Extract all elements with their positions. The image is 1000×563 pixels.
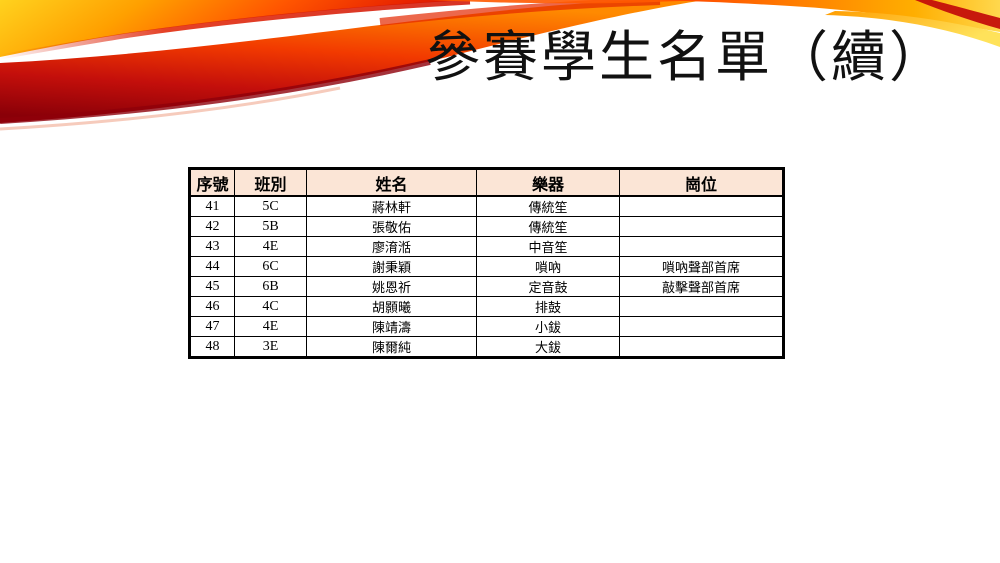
cell-position: 嗩吶聲部首席 (619, 256, 784, 277)
cell-class: 4E (234, 316, 307, 337)
corner-flare-dark-streak (915, 0, 1000, 29)
table-row: 41 5C 蔣林軒 傳統笙 (189, 195, 784, 217)
cell-instrument: 中音笙 (476, 236, 620, 257)
cell-name: 陳爾純 (306, 336, 477, 358)
col-header-class: 班別 (234, 168, 307, 197)
cell-position (619, 296, 784, 317)
cell-class: 6B (234, 276, 307, 297)
student-roster-table: 序號 班別 姓名 樂器 崗位 41 5C 蔣林軒 傳統笙 42 5B 張敬佑 傳… (188, 167, 785, 359)
cell-instrument: 定音鼓 (476, 276, 620, 297)
corner-flare-yellow-ribbon (825, 11, 1000, 47)
cell-class: 4E (234, 236, 307, 257)
cell-instrument: 大鈸 (476, 336, 620, 358)
table-row: 42 5B 張敬佑 傳統笙 (189, 216, 784, 237)
cell-position (619, 236, 784, 257)
table-row: 46 4C 胡顥曦 排鼓 (189, 296, 784, 317)
cell-serial: 48 (189, 336, 235, 358)
cell-instrument: 傳統笙 (476, 216, 620, 237)
cell-name: 謝秉穎 (306, 256, 477, 277)
cell-class: 5C (234, 195, 307, 217)
col-header-name: 姓名 (306, 168, 477, 197)
col-header-serial: 序號 (189, 168, 235, 197)
wave-top-sliver (430, 0, 700, 4)
table-row: 48 3E 陳爾純 大鈸 (189, 336, 784, 358)
slide-title: 參賽學生名單（續） (425, 27, 948, 88)
cell-name: 張敬佑 (306, 216, 477, 237)
table-row: 44 6C 謝秉穎 嗩吶 嗩吶聲部首席 (189, 256, 784, 277)
cell-serial: 45 (189, 276, 235, 297)
wave-ribbon-decoration (0, 0, 1000, 131)
cell-position: 敲擊聲部首席 (619, 276, 784, 297)
cell-class: 4C (234, 296, 307, 317)
cell-serial: 43 (189, 236, 235, 257)
cell-class: 6C (234, 256, 307, 277)
cell-serial: 46 (189, 296, 235, 317)
cell-instrument: 小鈸 (476, 316, 620, 337)
table-row: 47 4E 陳靖濤 小鈸 (189, 316, 784, 337)
cell-instrument: 嗩吶 (476, 256, 620, 277)
cell-position (619, 336, 784, 358)
cell-serial: 41 (189, 195, 235, 217)
cell-serial: 42 (189, 216, 235, 237)
cell-name: 陳靖濤 (306, 316, 477, 337)
wave-main-body (0, 0, 705, 123)
table-header-row: 序號 班別 姓名 樂器 崗位 (189, 168, 784, 197)
cell-position (619, 316, 784, 337)
cell-name: 蔣林軒 (306, 195, 477, 217)
table-row: 45 6B 姚恩祈 定音鼓 敲擊聲部首席 (189, 276, 784, 297)
cell-name: 廖淯湉 (306, 236, 477, 257)
cell-instrument: 排鼓 (476, 296, 620, 317)
cell-instrument: 傳統笙 (476, 195, 620, 217)
table-body: 41 5C 蔣林軒 傳統笙 42 5B 張敬佑 傳統笙 43 4E 廖淯湉 中音… (189, 195, 784, 358)
cell-serial: 47 (189, 316, 235, 337)
wave-upper-band (0, 0, 470, 57)
table-row: 43 4E 廖淯湉 中音笙 (189, 236, 784, 257)
corner-flare-main (655, 0, 1000, 32)
cell-name: 胡顥曦 (306, 296, 477, 317)
cell-serial: 44 (189, 256, 235, 277)
wave-under-shadow (0, 86, 341, 131)
cell-class: 3E (234, 336, 307, 358)
wave-dark-bottom-edge (0, 59, 431, 124)
wave-upper-band-red-edge (0, 0, 471, 60)
cell-position (619, 216, 784, 237)
table-header: 序號 班別 姓名 樂器 崗位 (189, 168, 784, 197)
cell-class: 5B (234, 216, 307, 237)
cell-position (619, 195, 784, 217)
col-header-instrument: 樂器 (476, 168, 620, 197)
cell-name: 姚恩祈 (306, 276, 477, 297)
col-header-position: 崗位 (619, 168, 784, 197)
